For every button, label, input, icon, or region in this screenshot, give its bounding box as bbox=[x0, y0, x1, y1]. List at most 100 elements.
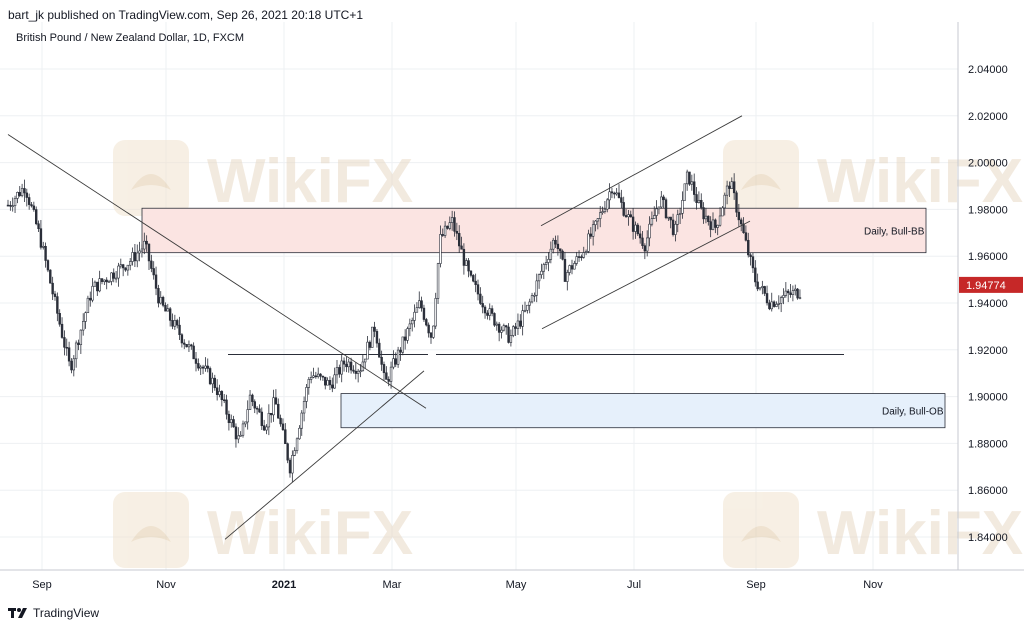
footer: TradingView bbox=[8, 604, 99, 622]
candle-body bbox=[91, 285, 94, 301]
candle-body bbox=[432, 325, 435, 338]
candle-body bbox=[554, 239, 557, 245]
price-tick-label: 1.96000 bbox=[968, 251, 1008, 263]
candle-body bbox=[540, 270, 543, 275]
candle-body bbox=[46, 260, 50, 271]
candle-body bbox=[533, 294, 536, 297]
candle-body bbox=[500, 329, 503, 333]
chart-area[interactable]: WikiFX WikiFX WikiFX WikiFX Daily, Bull-BB D… bbox=[0, 22, 1024, 598]
candle-body bbox=[129, 261, 132, 266]
candle-body bbox=[667, 216, 670, 219]
candle-body bbox=[368, 341, 372, 348]
candle-body bbox=[49, 269, 52, 284]
candle-body bbox=[582, 252, 585, 258]
candle-body bbox=[124, 267, 127, 271]
candles bbox=[6, 169, 802, 482]
candle-body bbox=[366, 341, 369, 360]
candle-body bbox=[65, 346, 68, 349]
candle-body bbox=[455, 230, 459, 234]
candle-body bbox=[439, 234, 442, 264]
candle-body bbox=[544, 262, 548, 265]
candle-body bbox=[763, 286, 766, 294]
candle-body bbox=[277, 403, 280, 419]
candle-body bbox=[497, 323, 501, 333]
candle-body bbox=[164, 305, 167, 312]
candle-body bbox=[575, 256, 578, 264]
price-tick-label: 1.98000 bbox=[968, 204, 1008, 216]
time-tick-label: Sep bbox=[746, 579, 766, 591]
candle-body bbox=[782, 295, 785, 298]
time-tick-label: Mar bbox=[383, 579, 402, 591]
candle-body bbox=[547, 259, 550, 263]
candle-body bbox=[629, 214, 632, 218]
candle-body bbox=[674, 223, 677, 235]
tradingview-logo-icon bbox=[8, 607, 28, 619]
price-tick-label: 2.02000 bbox=[968, 111, 1008, 123]
candle-body bbox=[373, 326, 376, 332]
candle-body bbox=[105, 279, 108, 283]
candle-body bbox=[528, 301, 531, 306]
candle-body bbox=[307, 379, 310, 388]
candle-body bbox=[732, 181, 736, 194]
candle-body bbox=[241, 423, 245, 436]
last-price-label: 1.94774 bbox=[966, 280, 1006, 292]
candle-body bbox=[279, 417, 282, 425]
candle-body bbox=[16, 192, 19, 199]
candle-body bbox=[657, 206, 661, 210]
candle-body bbox=[707, 215, 710, 222]
price-tick-label: 1.88000 bbox=[968, 438, 1008, 450]
candle-body bbox=[413, 311, 416, 321]
candle-body bbox=[460, 245, 463, 250]
time-axis[interactable]: Sep Nov 2021 Mar May Jul Sep Nov bbox=[32, 579, 883, 591]
candle-body bbox=[387, 379, 390, 382]
candle-body bbox=[331, 384, 334, 389]
candle-body bbox=[173, 320, 177, 327]
candle-body bbox=[735, 192, 738, 213]
candle-body bbox=[394, 358, 397, 365]
candle-body bbox=[690, 181, 694, 185]
watermark-bird-icon bbox=[131, 526, 171, 542]
candle-body bbox=[401, 336, 404, 353]
candle-body bbox=[298, 427, 301, 440]
candle-body bbox=[747, 239, 750, 256]
candle-body bbox=[152, 268, 155, 276]
candle-body bbox=[178, 324, 181, 335]
candle-body bbox=[234, 426, 238, 440]
candle-body bbox=[596, 218, 600, 222]
candle-body bbox=[70, 360, 73, 371]
candle-body bbox=[523, 309, 527, 312]
wikifx-watermark: WikiFX bbox=[723, 492, 1023, 568]
price-tick-label: 1.90000 bbox=[968, 392, 1008, 404]
candle-body bbox=[791, 290, 795, 295]
candle-body bbox=[225, 399, 228, 415]
candle-body bbox=[248, 394, 252, 410]
price-tick-label: 1.84000 bbox=[968, 532, 1008, 544]
candle-body bbox=[685, 171, 689, 185]
candle-body bbox=[100, 278, 104, 282]
candle-body bbox=[721, 207, 724, 217]
candle-body bbox=[121, 264, 125, 269]
candle-body bbox=[570, 265, 574, 270]
price-axis[interactable]: 2.04000 2.02000 2.00000 1.98000 1.96000 1.940… bbox=[968, 64, 1008, 544]
candle-body bbox=[274, 397, 278, 405]
candle-body bbox=[643, 245, 647, 252]
candle-body bbox=[519, 320, 522, 327]
candle-body bbox=[408, 323, 412, 329]
candle-body bbox=[476, 284, 480, 295]
candle-body bbox=[288, 459, 292, 474]
candle-body bbox=[262, 425, 266, 431]
candle-body bbox=[215, 387, 219, 396]
candle-body bbox=[53, 293, 57, 297]
candle-body bbox=[608, 191, 611, 201]
candle-body bbox=[347, 361, 350, 368]
candle-body bbox=[338, 367, 341, 375]
candle-body bbox=[246, 409, 249, 423]
candle-body bbox=[723, 194, 726, 209]
candle-body bbox=[559, 248, 562, 252]
candle-body bbox=[72, 358, 76, 371]
wikifx-watermark: WikiFX bbox=[723, 140, 1023, 216]
candle-body bbox=[25, 192, 28, 198]
candle-body bbox=[237, 435, 240, 440]
candle-body bbox=[23, 188, 26, 194]
